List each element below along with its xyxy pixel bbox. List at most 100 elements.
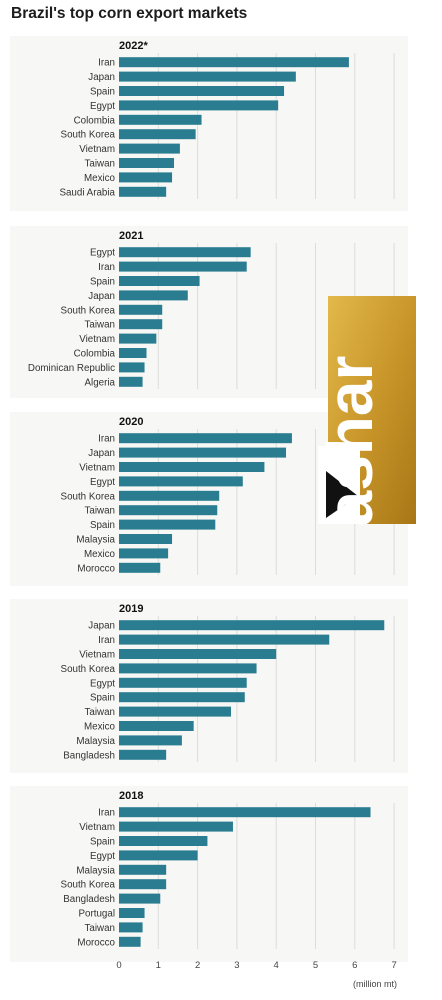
bar <box>119 319 163 330</box>
category-label: Malaysia <box>76 736 115 747</box>
category-label: Dominican Republic <box>28 363 115 374</box>
x-tick-label: 3 <box>234 960 239 971</box>
bar <box>119 936 141 947</box>
bar <box>119 129 196 140</box>
category-label: Spain <box>90 277 115 288</box>
bar <box>119 749 167 760</box>
bar <box>119 433 292 444</box>
category-label: Egypt <box>90 477 115 488</box>
bar <box>119 634 330 645</box>
bar <box>119 86 285 96</box>
bar <box>119 908 145 918</box>
bar <box>119 362 145 373</box>
category-label: Colombia <box>74 115 116 126</box>
category-label: Vietnam <box>79 463 115 474</box>
category-label: Egypt <box>90 678 115 689</box>
yashar-watermark-logo: ashar <box>318 296 416 526</box>
x-tick-label: 0 <box>116 960 121 971</box>
category-label: Spain <box>90 520 115 531</box>
bar <box>119 71 296 82</box>
bar <box>119 447 287 458</box>
bar <box>119 922 143 933</box>
bar <box>119 692 245 703</box>
category-label: Iran <box>98 58 115 69</box>
bar <box>119 247 251 258</box>
bar <box>119 348 147 358</box>
bar <box>119 143 180 154</box>
category-label: Taiwan <box>85 506 116 517</box>
category-label: Vietnam <box>79 650 115 661</box>
bar <box>119 864 167 875</box>
category-label: Vietnam <box>79 144 115 155</box>
bar <box>119 706 232 717</box>
x-tick-label: 4 <box>274 960 279 971</box>
category-label: South Korea <box>61 664 116 675</box>
x-tick-label: 6 <box>352 960 357 971</box>
bar <box>119 735 182 746</box>
category-label: Iran <box>98 262 115 273</box>
category-label: Mexico <box>84 173 116 184</box>
category-label: Mexico <box>84 722 116 733</box>
x-tick-label: 5 <box>313 960 318 971</box>
category-label: Bangladesh <box>63 750 115 761</box>
category-label: South Korea <box>61 130 116 141</box>
chart-panel-0: 2022* Iran Japan Spain Egypt Colombia South Ko… <box>10 36 408 211</box>
category-label: Mexico <box>84 549 116 560</box>
category-label: Egypt <box>90 851 115 862</box>
panel-year-label: 2021 <box>119 230 143 242</box>
bar <box>119 462 265 472</box>
category-label: South Korea <box>61 491 116 502</box>
category-label: Japan <box>88 621 115 632</box>
category-label: Japan <box>88 448 115 459</box>
category-label: Taiwan <box>85 159 116 170</box>
category-label: Iran <box>98 635 115 646</box>
bar <box>119 186 167 197</box>
category-label: Egypt <box>90 248 115 259</box>
category-label: Vietnam <box>79 334 115 345</box>
category-label: Malaysia <box>76 865 115 876</box>
bar <box>119 807 371 818</box>
bar <box>119 333 157 344</box>
chart-panel-4: 2018 Iran Vietnam Spain Egypt Malaysia South K… <box>10 786 408 962</box>
category-label: Bangladesh <box>63 894 115 905</box>
bar <box>119 620 385 631</box>
panel-year-label: 2020 <box>119 416 143 428</box>
x-axis-unit-label: (million mt) <box>353 979 397 989</box>
category-label: Japan <box>88 72 115 83</box>
bar <box>119 721 194 731</box>
x-tick-label: 1 <box>156 960 161 971</box>
bar <box>119 490 220 501</box>
bar <box>119 836 208 846</box>
category-label: Iran <box>98 808 115 819</box>
bar <box>119 476 243 487</box>
bar <box>119 276 200 286</box>
x-tick-label: 7 <box>391 960 396 971</box>
category-label: South Korea <box>61 305 116 316</box>
panel-year-label: 2018 <box>119 790 143 802</box>
bar <box>119 534 173 544</box>
category-label: Morocco <box>77 563 115 574</box>
bar <box>119 548 169 559</box>
category-label: Algeria <box>85 377 116 388</box>
category-label: Japan <box>88 291 115 302</box>
panel-year-label: 2019 <box>119 603 143 615</box>
category-label: Taiwan <box>85 923 116 934</box>
svg-text:ashar: ashar <box>318 356 386 526</box>
panel-year-label: 2022* <box>119 40 148 52</box>
bar <box>119 649 277 659</box>
bar <box>119 677 247 688</box>
bar <box>119 821 233 832</box>
category-label: Iran <box>98 434 115 445</box>
bar <box>119 158 175 168</box>
category-label: Portugal <box>79 909 116 920</box>
bar <box>119 519 216 530</box>
bar <box>119 663 257 674</box>
bar <box>119 505 218 516</box>
category-label: South Korea <box>61 880 116 891</box>
category-label: Vietnam <box>79 822 115 833</box>
bar <box>119 172 173 183</box>
chart-title: Brazil's top corn export markets <box>11 5 248 22</box>
chart-panel-3: 2019 Japan Iran Vietnam South Korea Egypt Spai… <box>10 599 408 773</box>
category-label: Spain <box>90 837 115 848</box>
category-label: Morocco <box>77 937 115 948</box>
